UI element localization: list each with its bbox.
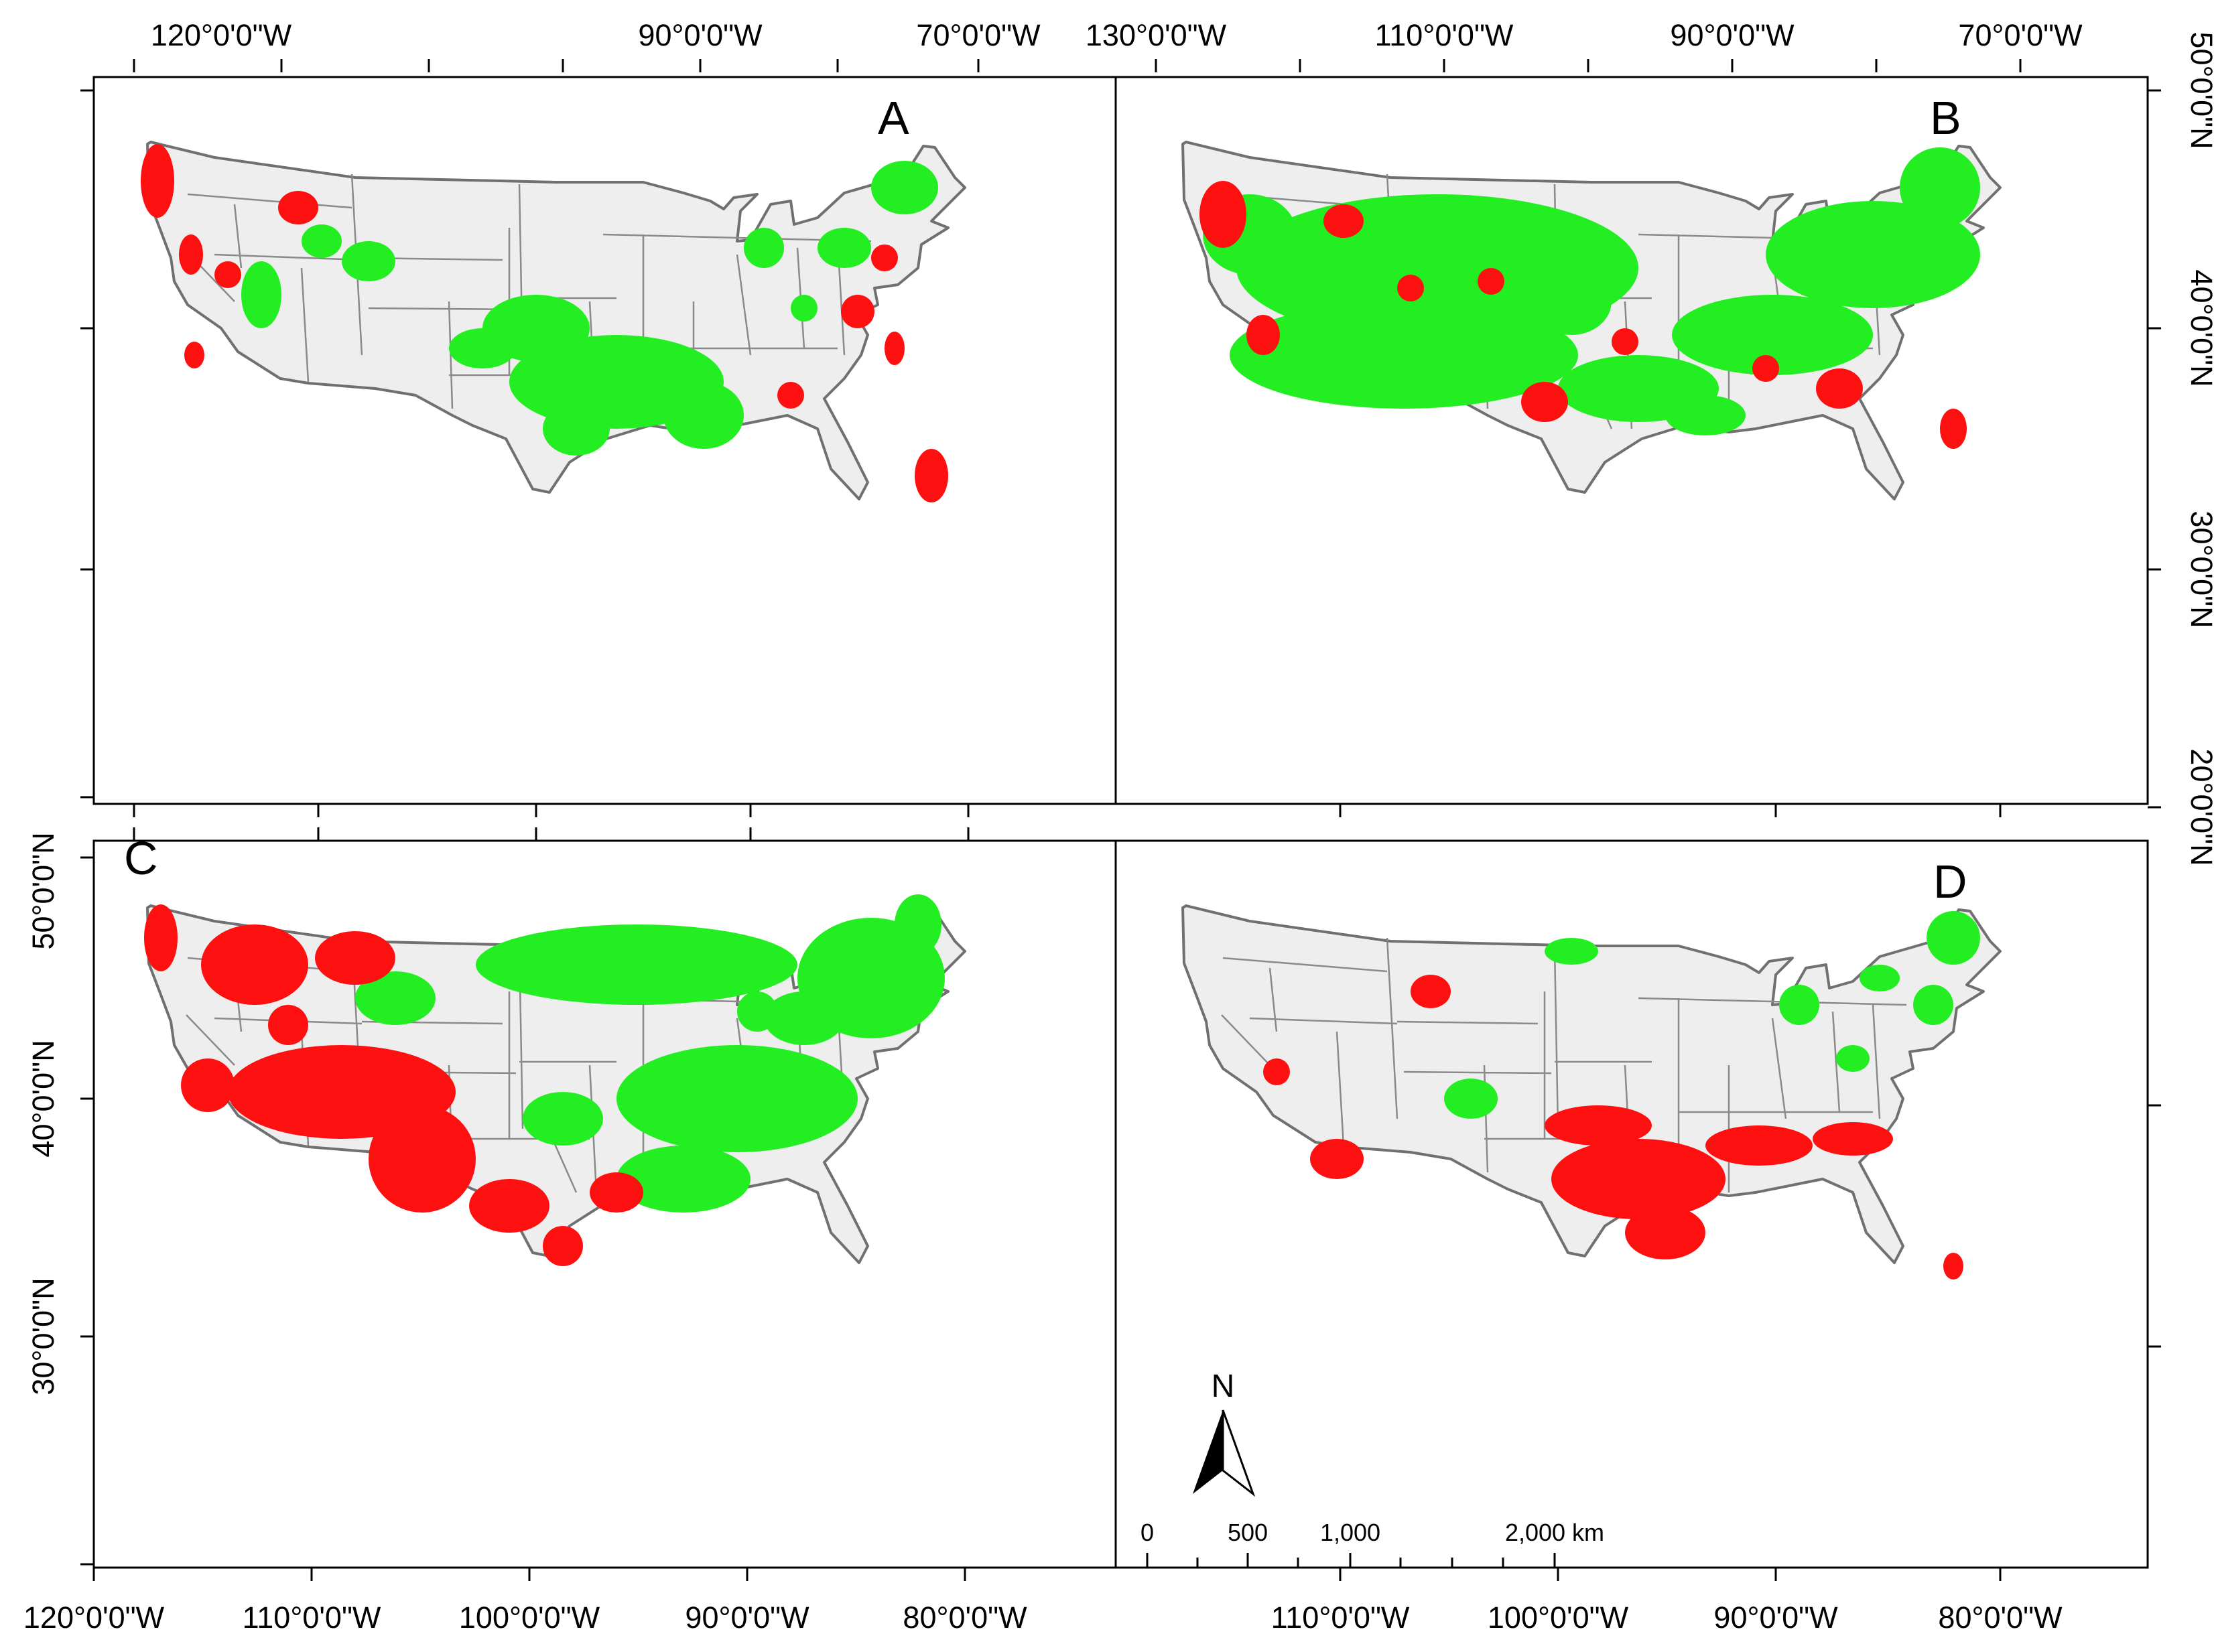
panel-d-map: D [1181, 855, 2002, 1280]
panel-c-map: C [124, 832, 966, 1266]
tick-label: 80°0'0"W [1938, 1600, 2063, 1635]
tick-label: 100°0'0"W [1488, 1600, 1629, 1635]
tick-label: 30°0'0"N [2185, 510, 2214, 628]
scale-label: 2,000 km [1505, 1519, 1604, 1546]
tick-label: 90°0'0"W [638, 18, 763, 52]
red-areas [144, 904, 643, 1266]
scale-label: 500 [1228, 1519, 1268, 1546]
panel-label: A [878, 92, 909, 144]
north-arrow: N [1193, 1369, 1256, 1497]
green-areas [1444, 911, 1980, 1119]
tick-label: 30°0'0"N [26, 1278, 60, 1395]
tick-label: 90°0'0"W [1670, 18, 1795, 52]
tick-label: 20°0'0"N [2185, 748, 2214, 866]
panel-b-map: B [1181, 92, 2002, 500]
panel-label: D [1933, 855, 1967, 908]
panel-label: C [124, 832, 158, 884]
tick-label: 50°0'0"N [2185, 31, 2214, 149]
red-areas [1263, 975, 1963, 1280]
bottom-left-longitude-axis: 120°0'0"W 110°0'0"W 100°0'0"W 90°0'0"W 8… [23, 1568, 1027, 1635]
scale-bar: 0 500 1,000 2,000 km [1141, 1519, 1604, 1569]
top-left-longitude-axis: 120°0'0"W 90°0'0"W 70°0'0"W [133, 18, 1041, 72]
left-latitude-axis: 50°0'0"N 40°0'0"N 30°0'0"N [26, 89, 94, 1566]
red-areas [141, 144, 948, 502]
panel-label: B [1930, 92, 1961, 144]
tick-label: 80°0'0"W [903, 1600, 1027, 1635]
green-areas [241, 161, 938, 456]
tick-label: 40°0'0"N [26, 1040, 60, 1157]
tick-label: 100°0'0"W [459, 1600, 600, 1635]
tick-label: 70°0'0"W [1958, 18, 2083, 52]
red-areas [1199, 181, 1967, 449]
tick-label: 40°0'0"N [2185, 269, 2214, 387]
panel-a-map: A [141, 92, 966, 502]
tick-label: 110°0'0"W [1271, 1600, 1410, 1635]
tick-label: 110°0'0"W [243, 1600, 381, 1635]
tick-label: 90°0'0"W [685, 1600, 809, 1635]
bottom-right-longitude-axis: 110°0'0"W 100°0'0"W 90°0'0"W 80°0'0"W [1271, 1568, 2063, 1635]
green-areas [355, 894, 945, 1213]
tick-label: 110°0'0"W [1375, 18, 1514, 52]
middle-ticks [133, 804, 2002, 841]
top-right-longitude-axis: 130°0'0"W 110°0'0"W 90°0'0"W 70°0'0"W [1086, 18, 2083, 72]
scale-label: 0 [1141, 1519, 1154, 1546]
tick-label: 130°0'0"W [1086, 18, 1227, 52]
north-arrow-label: N [1212, 1369, 1235, 1404]
tick-label: 50°0'0"N [26, 832, 60, 949]
tick-label: 90°0'0"W [1713, 1600, 1838, 1635]
tick-label: 120°0'0"W [151, 18, 292, 52]
tick-label: 70°0'0"W [916, 18, 1041, 52]
tick-label: 120°0'0"W [23, 1600, 165, 1635]
right-latitude-axis: 50°0'0"N 40°0'0"N 30°0'0"N 20°0'0"N [2148, 31, 2214, 1348]
scale-label: 1,000 [1320, 1519, 1380, 1546]
